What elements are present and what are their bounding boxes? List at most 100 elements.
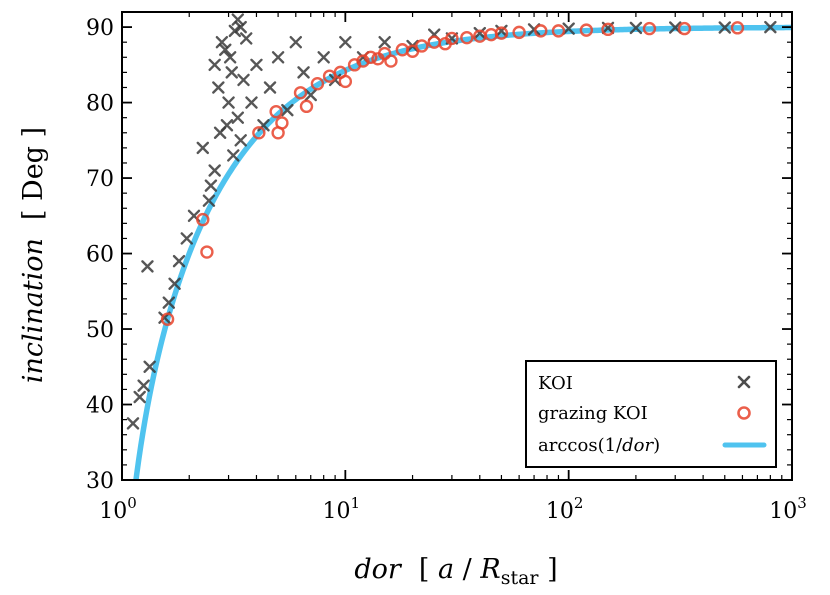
koi-point	[172, 254, 186, 268]
koi-point	[378, 35, 391, 49]
y-tick-label: 90	[86, 16, 114, 41]
koi-point	[231, 111, 245, 124]
grazing-koi-point	[364, 50, 378, 64]
koi-point	[180, 232, 193, 245]
koi-point	[196, 141, 209, 155]
legend-label-koi: KOI	[538, 373, 573, 394]
y-axis-title: inclination [ Deg ]	[18, 127, 49, 383]
koi-point	[227, 149, 240, 162]
koi-point	[225, 66, 238, 79]
grazing-koi-point	[551, 24, 566, 38]
grazing-koi-point	[730, 21, 745, 35]
x-tick-exp: 2	[574, 494, 584, 512]
koi-point	[297, 66, 310, 79]
x-axis-sub: star	[501, 567, 540, 589]
plot-frame	[121, 11, 793, 481]
koi-point	[718, 21, 731, 34]
koi-point	[143, 360, 156, 373]
koi-point	[168, 277, 181, 290]
koi-point	[208, 164, 221, 177]
koi-point	[317, 51, 330, 64]
koi-point	[473, 26, 486, 40]
legend-curve-italic: dor	[622, 435, 654, 456]
koi-point	[289, 35, 302, 49]
koi-point	[222, 96, 235, 109]
koi-point	[629, 21, 643, 35]
koi-point	[339, 35, 352, 49]
x-axis-var: dor	[354, 554, 403, 585]
koi-point	[237, 73, 250, 87]
grazing-koi-point	[293, 86, 308, 100]
koi-point	[263, 81, 277, 94]
grazing-koi-point	[252, 126, 266, 140]
koi-point	[133, 390, 146, 404]
koi-point	[228, 24, 242, 38]
grazing-koi-point	[494, 26, 509, 40]
grazing-koi-point	[200, 245, 214, 259]
x-axis-slash: /	[454, 554, 480, 585]
y-tick-label: 70	[86, 167, 114, 192]
grazing-koi-point	[534, 24, 548, 38]
koi-point	[141, 260, 154, 273]
x-tick-base: 10	[99, 499, 127, 524]
legend-label-grazing: grazing KOI	[538, 403, 648, 424]
koi-point	[126, 417, 140, 430]
koi-point	[202, 194, 216, 207]
y-tick-labels: 30 40 50 60 70 80 90	[86, 16, 114, 494]
koi-point	[250, 58, 263, 72]
x-axis-close: ]	[538, 554, 557, 585]
x-tick-label: 101	[323, 494, 361, 524]
koi-point	[204, 179, 218, 192]
x-tick-exp: 3	[797, 494, 807, 512]
y-tick-label: 40	[86, 394, 114, 419]
grazing-koi-point	[310, 77, 325, 91]
legend-marker-grazing	[737, 406, 751, 420]
koi-point	[219, 43, 232, 56]
grazing-koi-point	[460, 30, 474, 45]
legend: KOI grazing KOI arccos(1/dor)	[525, 360, 777, 468]
x-axis-title: dor [ a / Rstar ]	[354, 554, 557, 589]
x-axis-R: R	[479, 554, 500, 585]
koi-point	[137, 379, 150, 392]
koi-point	[271, 51, 285, 64]
koi-point	[234, 20, 247, 34]
koi-point	[215, 35, 229, 49]
grazing-koi-point	[642, 21, 657, 36]
koi-point	[162, 296, 175, 309]
grazing-koi-point	[338, 74, 353, 89]
grazing-koi-point	[677, 21, 692, 36]
koi-point	[240, 32, 253, 45]
grazing-koi-point	[445, 31, 459, 46]
grazing-koi-point	[601, 22, 615, 37]
koi-point	[223, 51, 237, 64]
grazing-koi-point	[275, 116, 289, 130]
y-tick-label: 30	[86, 469, 114, 494]
x-tick-label: 100	[99, 494, 137, 524]
koi-point	[234, 134, 247, 147]
legend-marker-koi	[737, 375, 751, 389]
koi-point	[220, 119, 234, 132]
grazing-koi-point	[160, 312, 175, 326]
grazing-points-layer	[160, 21, 745, 326]
koi-point	[245, 96, 258, 109]
grazing-koi-point	[512, 25, 526, 40]
koi-point	[212, 81, 225, 94]
x-tick-base: 10	[546, 499, 574, 524]
x-tick-label: 102	[546, 494, 584, 524]
y-axis-var: inclination	[18, 238, 49, 383]
x-tick-base: 10	[323, 499, 351, 524]
x-tick-exp: 1	[351, 494, 361, 512]
koi-point	[281, 103, 294, 117]
grazing-koi-point	[196, 212, 210, 227]
legend-curve-prefix: arccos(1/	[538, 435, 623, 456]
grazing-koi-point	[299, 99, 314, 114]
grazing-koi-point	[269, 104, 283, 119]
legend-frame	[525, 360, 777, 468]
koi-point	[764, 20, 777, 34]
grazing-koi-point	[415, 39, 429, 53]
koi-point	[304, 88, 317, 102]
x-tick-labels: 100 101 102 103	[99, 494, 807, 524]
y-axis-unit: [ Deg ]	[18, 127, 49, 220]
x-tick-label: 103	[769, 494, 807, 524]
